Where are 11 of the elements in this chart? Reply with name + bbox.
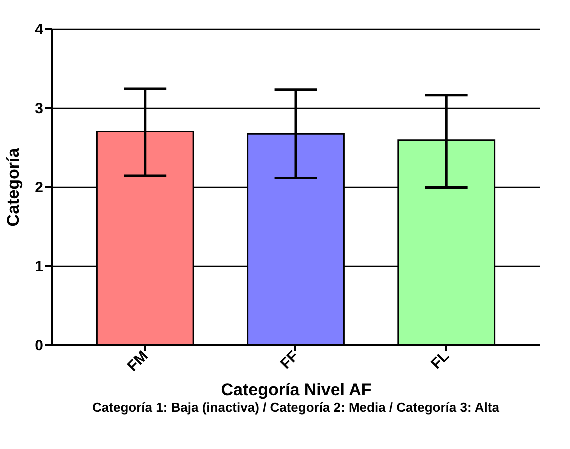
y-axis-title: Categoría [4, 148, 24, 227]
x-tick-label: FM [124, 348, 152, 376]
y-tick-label: 3 [35, 100, 44, 118]
y-tick-label: 2 [35, 180, 44, 196]
x-tick-label: FL [428, 348, 453, 373]
y-tick-label: 4 [35, 22, 44, 38]
y-tick-label: 0 [35, 338, 44, 354]
y-tick-label: 1 [35, 258, 44, 276]
x-tick-label: FF [277, 348, 302, 373]
text: Categoría 1: Baja (inactiva) / Categoría 2: Media / Categoría 3: Alta [92, 400, 500, 415]
x-axis-title: Categoría Nivel AF [221, 380, 372, 400]
